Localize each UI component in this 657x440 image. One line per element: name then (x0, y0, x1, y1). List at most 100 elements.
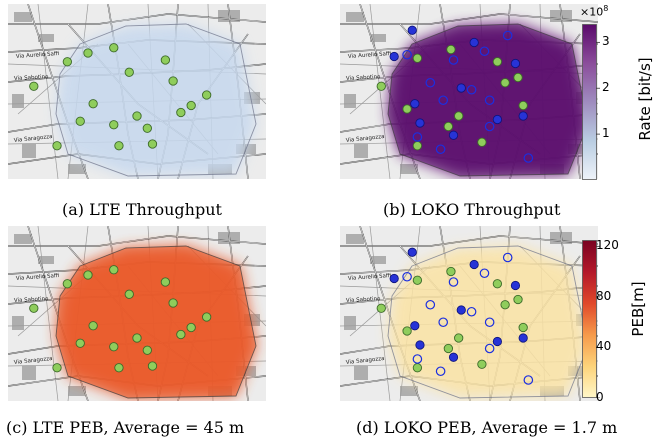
rate-colorbar-gradient (582, 24, 597, 180)
rate-colorbar-multiplier: ×108 (580, 4, 609, 19)
peb-colorbar-tick-label: 40 (596, 339, 612, 354)
heat-region (56, 24, 256, 176)
anchor-blue-open (484, 95, 495, 106)
map-street-label: Via Aurelio Saffi (16, 273, 60, 282)
map-street-minor (37, 226, 59, 401)
map-building (38, 34, 54, 42)
anchor-green (518, 100, 528, 111)
anchor-green (412, 275, 423, 285)
map-street-label: Via Saragozza (346, 356, 385, 366)
rate-colorbar-tick-label: 2 (602, 80, 610, 95)
anchor-green (132, 333, 142, 343)
map-building (14, 12, 32, 22)
anchor-blue-open (438, 317, 448, 328)
anchor-blue-open (479, 46, 490, 57)
anchor-green (376, 303, 386, 313)
map-street-label: Via Sabotino (346, 296, 381, 304)
coverage-boundary (387, 245, 589, 399)
caption-d: (d) LOKO PEB, Average = 1.7 m (356, 418, 618, 437)
anchor-blue-filled (407, 25, 417, 35)
anchor-blue-filled (410, 99, 420, 109)
anchor-green (500, 78, 510, 88)
anchor-blue-open (412, 354, 423, 364)
anchor-green (186, 322, 196, 333)
anchor-green (168, 298, 178, 308)
anchor-blue-open (425, 77, 436, 88)
map-street-label: Via Saragozza (14, 356, 53, 366)
anchor-blue-open (435, 144, 446, 155)
map-street-minor (369, 226, 391, 401)
anchor-green (142, 123, 152, 133)
anchor-green (454, 333, 464, 343)
anchor-green (142, 345, 152, 355)
map-street-label: Via Saragozza (346, 134, 385, 144)
map-building (68, 386, 86, 396)
map-street-label: Via Aurelio Saffi (348, 273, 392, 282)
anchor-green (202, 90, 212, 100)
anchor-blue-open (402, 49, 412, 60)
panel-b-map: Via Aurelio Saffi Via Sabotino Via Saragoz… (340, 4, 598, 179)
anchor-green (176, 107, 186, 118)
panel-c-map: Via Aurelio Saffi Via Sabotino Via Saragoz… (8, 226, 266, 401)
loko-throughput-heatmap: Via Aurelio Saffi Via Sabotino Via Saragoz… (340, 4, 598, 179)
map-building (344, 94, 356, 108)
anchor-blue-open (484, 121, 495, 132)
peb-colorbar-gradient (582, 240, 597, 398)
map-street-minor (369, 4, 391, 179)
anchor-blue-open (448, 55, 459, 65)
anchor-blue-open (466, 84, 477, 95)
coverage-boundary (55, 245, 257, 399)
anchor-green (75, 116, 85, 126)
anchor-blue-open (523, 375, 534, 385)
anchor-blue-filled (448, 352, 459, 362)
map-street-label: Via Aurelio Saffi (16, 51, 60, 60)
anchor-green (412, 141, 423, 151)
peb-colorbar-tick-label: 0 (596, 390, 604, 404)
heat-region-core (56, 246, 256, 398)
anchor-blue-filled (456, 83, 466, 93)
anchor-blue-open (523, 153, 534, 163)
anchor-green (132, 111, 142, 121)
anchor-green (513, 72, 523, 83)
anchor-blue-filled (415, 118, 425, 128)
anchor-green (412, 363, 423, 373)
anchor-green (168, 76, 178, 86)
anchor-blue-filled (492, 336, 502, 347)
anchor-blue-filled (510, 58, 521, 69)
anchor-blue-filled (389, 51, 399, 62)
anchor-green (62, 57, 72, 67)
anchor-blue-open (484, 317, 495, 328)
coverage-boundary (55, 23, 257, 177)
anchor-green (477, 137, 487, 147)
anchor-green (114, 141, 124, 151)
heat-region-core (388, 24, 588, 176)
anchor-blue-open (502, 252, 513, 263)
map-building (400, 164, 418, 174)
anchor-green (147, 139, 158, 149)
anchor-blue-open (438, 95, 448, 106)
anchor-green (147, 361, 158, 371)
anchor-blue-filled (407, 247, 417, 257)
anchor-green (29, 303, 39, 313)
anchor-blue-filled (456, 305, 466, 315)
map-building (344, 316, 356, 330)
anchor-green (88, 99, 98, 109)
map-building (22, 366, 36, 380)
anchor-green (160, 277, 171, 287)
anchor-blue-open (466, 306, 477, 317)
anchor-blue-open (402, 271, 412, 282)
map-street-core (8, 235, 266, 247)
anchor-green (477, 359, 487, 369)
anchor-green (109, 342, 119, 352)
anchor-green (52, 363, 62, 373)
anchor-blue-filled (389, 273, 399, 284)
map-building (22, 144, 36, 158)
anchor-green (62, 279, 72, 289)
map-building (38, 256, 54, 264)
anchor-blue-filled (492, 114, 502, 125)
anchor-blue-filled (469, 37, 479, 48)
caption-a: (a) LTE Throughput (62, 200, 222, 219)
peb-colorbar (582, 240, 600, 398)
map-street-label: Via Aurelio Saffi (348, 51, 392, 60)
anchor-blue-filled (410, 321, 420, 331)
